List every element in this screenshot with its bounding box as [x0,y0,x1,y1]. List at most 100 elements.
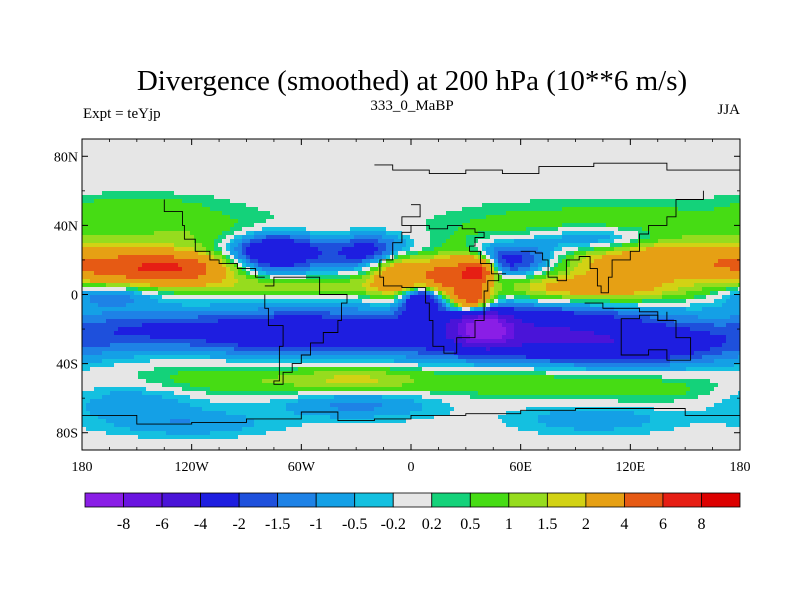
field-cell [442,195,447,200]
field-cell [234,211,239,216]
field-cell [618,215,623,220]
field-cell [458,243,463,248]
field-cell [574,171,579,176]
field-cell [86,255,91,260]
field-cell [622,227,627,232]
field-cell [586,155,591,160]
field-cell [318,215,323,220]
field-cell [462,207,467,212]
field-cell [486,239,491,244]
field-cell [262,147,267,152]
field-cell [714,187,719,192]
field-cell [202,227,207,232]
field-cell [638,227,643,232]
field-cell [590,167,595,172]
field-cell [254,179,259,184]
field-cell [562,243,567,248]
field-cell [206,239,211,244]
field-cell [330,151,335,156]
field-cell [482,147,487,152]
field-cell [662,227,667,232]
field-cell [598,211,603,216]
field-cell [534,147,539,152]
field-cell [234,147,239,152]
field-cell [106,239,111,244]
field-cell [738,139,740,144]
field-cell [394,151,399,156]
field-cell [122,219,127,224]
field-cell [670,175,675,180]
field-cell [306,219,311,224]
field-cell [498,235,503,240]
field-cell [690,203,695,208]
field-cell [330,187,335,192]
field-cell [614,199,619,204]
field-cell [222,179,227,184]
field-cell [610,151,615,156]
field-cell [362,243,367,248]
field-cell [282,207,287,212]
field-cell [358,243,363,248]
field-cell [718,215,723,220]
field-cell [106,203,111,208]
field-cell [442,255,447,260]
field-cell [330,231,335,236]
field-cell [246,159,251,164]
field-cell [174,139,179,144]
field-cell [270,255,275,260]
field-cell [626,151,631,156]
field-cell [406,227,411,232]
field-cell [134,239,139,244]
field-cell [294,139,299,144]
field-cell [286,191,291,196]
field-cell [586,199,591,204]
field-cell [530,151,535,156]
field-cell [602,191,607,196]
field-cell [586,251,591,256]
field-cell [602,179,607,184]
field-cell [358,171,363,176]
field-cell [90,163,95,168]
field-cell [378,255,383,260]
field-cell [558,211,563,216]
field-cell [414,255,419,260]
field-cell [122,151,127,156]
field-cell [374,175,379,180]
field-cell [666,195,671,200]
field-cell [398,183,403,188]
field-cell [190,243,195,248]
field-cell [730,183,735,188]
field-cell [366,139,371,144]
field-cell [654,191,659,196]
field-cell [450,179,455,184]
field-cell [286,195,291,200]
field-cell [578,231,583,236]
field-cell [514,151,519,156]
field-cell [638,155,643,160]
field-cell [490,167,495,172]
field-cell [326,175,331,180]
field-cell [506,163,511,168]
field-cell [718,219,723,224]
field-cell [638,235,643,240]
field-cell [374,207,379,212]
field-cell [702,183,707,188]
field-cell [310,155,315,160]
field-cell [210,207,215,212]
field-cell [586,215,591,220]
field-cell [486,183,491,188]
field-cell [210,151,215,156]
field-cell [682,251,687,256]
field-cell [362,227,367,232]
field-cell [254,239,259,244]
field-cell [402,143,407,148]
field-cell [662,147,667,152]
field-cell [290,215,295,220]
field-cell [522,187,527,192]
field-cell [466,199,471,204]
field-cell [414,143,419,148]
field-cell [114,179,119,184]
field-cell [410,195,415,200]
field-cell [230,239,235,244]
field-cell [522,147,527,152]
